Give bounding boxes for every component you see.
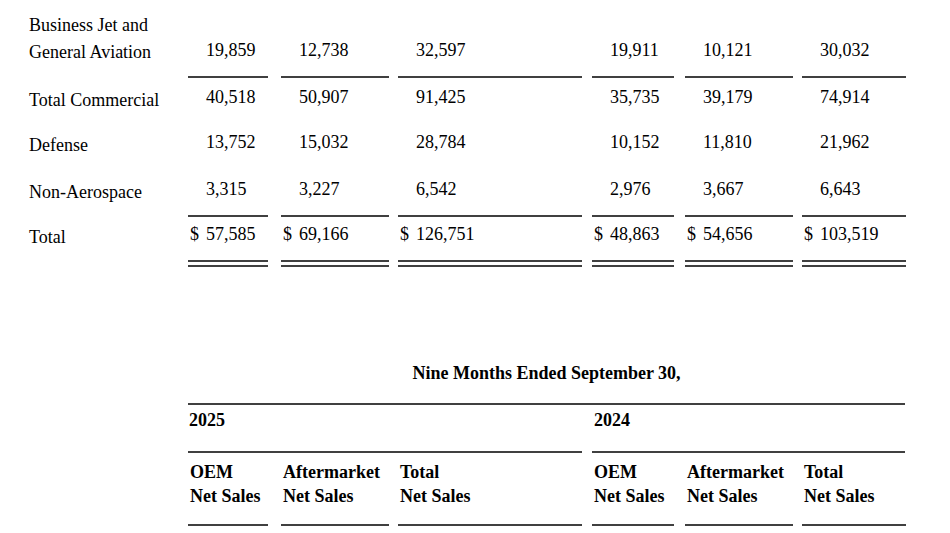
- subtotal-rule-col6: [802, 76, 906, 78]
- cell-bizjet-aftermarket-2024: 10,121: [703, 40, 753, 61]
- cell-defense-total-2024: 21,962: [820, 132, 870, 153]
- cell-commercial-aftermarket-2025: 50,907: [299, 87, 349, 108]
- cell-total-aftermarket-2024: 54,656: [703, 224, 753, 245]
- column-header-line1: OEM: [594, 460, 665, 484]
- row-label-total-commercial: Total Commercial: [29, 87, 159, 114]
- cell-nonaero-aftermarket-2024: 3,667: [703, 179, 744, 200]
- dollar-sign-col3: $: [400, 224, 409, 245]
- financial-statement-page: Business Jet and General Aviation 19,859…: [0, 0, 950, 533]
- year-2024-label: 2024: [594, 410, 630, 431]
- cell-commercial-aftermarket-2024: 39,179: [703, 87, 753, 108]
- column-header-line1: OEM: [190, 460, 261, 484]
- cell-defense-oem-2024: 10,152: [610, 132, 660, 153]
- cell-defense-aftermarket-2025: 15,032: [299, 132, 349, 153]
- dollar-sign-col2: $: [283, 224, 292, 245]
- subtotal-rule-col5: [685, 76, 793, 78]
- header-rule-col6: [802, 524, 906, 526]
- cell-commercial-oem-2025: 40,518: [206, 87, 256, 108]
- dollar-sign-col1: $: [190, 224, 199, 245]
- column-header-line2: Net Sales: [687, 484, 784, 508]
- column-header-oem-2024: OEM Net Sales: [594, 460, 665, 508]
- cell-total-total-2025: 126,751: [416, 224, 475, 245]
- row-label-total: Total: [29, 224, 66, 251]
- cell-total-total-2024: 103,519: [820, 224, 879, 245]
- column-header-line2: Net Sales: [804, 484, 875, 508]
- header-rule-col5: [685, 524, 793, 526]
- column-header-aftermarket-2024: Aftermarket Net Sales: [687, 460, 784, 508]
- subtotal-rule-col2: [281, 76, 389, 78]
- row-label-non-aerospace: Non-Aerospace: [29, 179, 142, 206]
- cell-nonaero-oem-2025: 3,315: [206, 179, 247, 200]
- header-rule-col3: [398, 524, 582, 526]
- header-rule-col2: [281, 524, 389, 526]
- total-top-rule-col2: [281, 215, 389, 217]
- dollar-sign-col5: $: [687, 224, 696, 245]
- grand-total-double-rule-col4: [592, 260, 674, 267]
- column-header-line2: Net Sales: [283, 484, 380, 508]
- column-header-line1: Total: [804, 460, 875, 484]
- grand-total-double-rule-col1: [188, 260, 268, 267]
- period-title-rule: [188, 403, 905, 405]
- cell-defense-aftermarket-2024: 11,810: [703, 132, 752, 153]
- column-header-aftermarket-2025: Aftermarket Net Sales: [283, 460, 380, 508]
- cell-bizjet-oem-2025: 19,859: [206, 40, 256, 61]
- cell-bizjet-oem-2024: 19,911: [610, 40, 659, 61]
- total-top-rule-col5: [685, 215, 793, 217]
- column-header-line2: Net Sales: [594, 484, 665, 508]
- cell-nonaero-oem-2024: 2,976: [610, 179, 651, 200]
- year-2024-rule: [592, 451, 905, 453]
- cell-nonaero-total-2024: 6,643: [820, 179, 861, 200]
- cell-bizjet-aftermarket-2025: 12,738: [299, 40, 349, 61]
- column-header-line2: Net Sales: [400, 484, 471, 508]
- column-header-line1: Aftermarket: [283, 460, 380, 484]
- year-2025-label: 2025: [189, 410, 225, 431]
- dollar-sign-col6: $: [804, 224, 813, 245]
- header-rule-col4: [592, 524, 674, 526]
- subtotal-rule-col4: [592, 76, 674, 78]
- column-header-line1: Aftermarket: [687, 460, 784, 484]
- column-header-oem-2025: OEM Net Sales: [190, 460, 261, 508]
- grand-total-double-rule-col6: [802, 260, 906, 267]
- period-title: Nine Months Ended September 30,: [188, 363, 905, 384]
- total-top-rule-col1: [188, 215, 268, 217]
- column-header-line1: Total: [400, 460, 471, 484]
- cell-commercial-total-2024: 74,914: [820, 87, 870, 108]
- total-top-rule-col6: [802, 215, 906, 217]
- cell-total-aftermarket-2025: 69,166: [299, 224, 349, 245]
- cell-defense-total-2025: 28,784: [416, 132, 466, 153]
- subtotal-rule-col3: [398, 76, 582, 78]
- cell-defense-oem-2025: 13,752: [206, 132, 256, 153]
- cell-nonaero-aftermarket-2025: 3,227: [299, 179, 340, 200]
- grand-total-double-rule-col3: [398, 260, 582, 267]
- dollar-sign-col4: $: [594, 224, 603, 245]
- cell-bizjet-total-2025: 32,597: [416, 40, 466, 61]
- cell-commercial-total-2025: 91,425: [416, 87, 466, 108]
- row-label-defense: Defense: [29, 132, 88, 159]
- year-2025-rule: [188, 451, 582, 453]
- cell-nonaero-total-2025: 6,542: [416, 179, 457, 200]
- subtotal-rule-col1: [188, 76, 268, 78]
- total-top-rule-col4: [592, 215, 674, 217]
- row-label-business-jet-general-aviation: Business Jet and General Aviation: [29, 12, 201, 66]
- cell-total-oem-2024: 48,863: [610, 224, 660, 245]
- total-top-rule-col3: [398, 215, 582, 217]
- column-header-total-2025: Total Net Sales: [400, 460, 471, 508]
- cell-bizjet-total-2024: 30,032: [820, 40, 870, 61]
- column-header-total-2024: Total Net Sales: [804, 460, 875, 508]
- header-rule-col1: [188, 524, 268, 526]
- cell-commercial-oem-2024: 35,735: [610, 87, 660, 108]
- cell-total-oem-2025: 57,585: [206, 224, 256, 245]
- grand-total-double-rule-col5: [685, 260, 793, 267]
- column-header-line2: Net Sales: [190, 484, 261, 508]
- grand-total-double-rule-col2: [281, 260, 389, 267]
